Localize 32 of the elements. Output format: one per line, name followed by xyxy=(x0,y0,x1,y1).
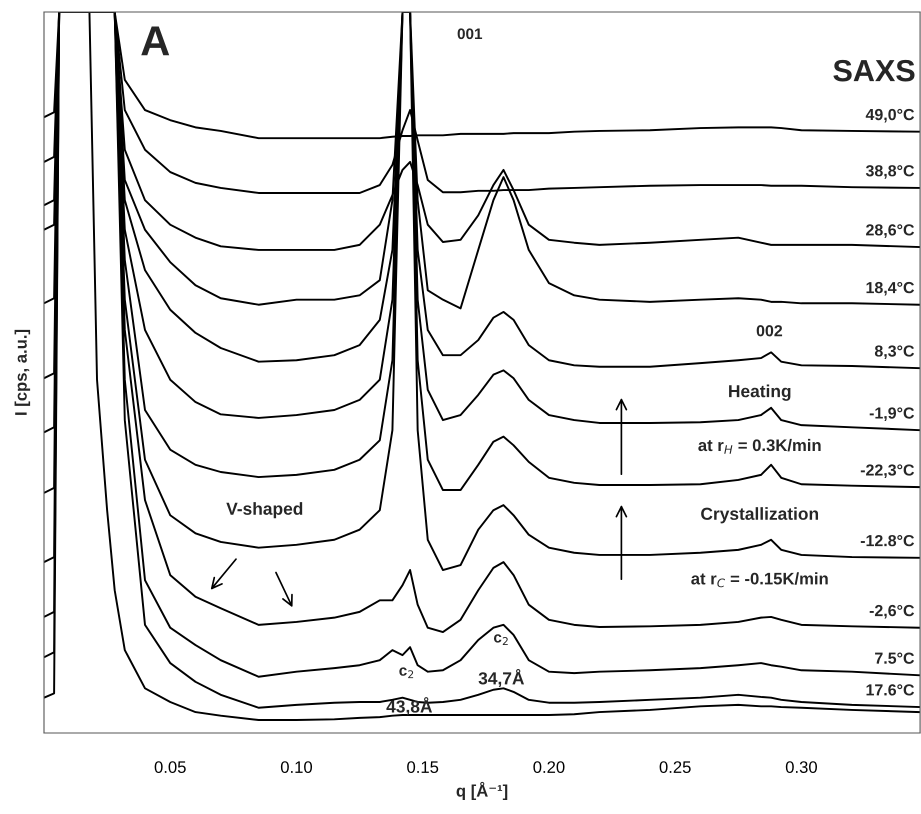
x-tick-label: 0.15 xyxy=(407,761,438,774)
annotation: c$_{2}$ xyxy=(399,667,414,678)
annotation: A xyxy=(141,26,170,56)
annotation: SAXS xyxy=(833,60,914,82)
series-label: 38,8°C xyxy=(866,165,914,179)
series-label: -12.8°C xyxy=(860,534,914,546)
series-label: -1,9°C xyxy=(870,407,914,422)
annotation: at r$_{H}$ = 0.3K/min xyxy=(698,438,821,454)
annotation: 002 xyxy=(756,325,782,336)
annotation: 001 xyxy=(458,28,482,40)
series-label: -2,6°C xyxy=(870,604,914,619)
series-label: 7.5°C xyxy=(875,652,914,664)
series-label: 18,4°C xyxy=(866,282,914,296)
x-axis-title: q [Å⁻¹] xyxy=(456,782,508,800)
series-label: 49,0°C xyxy=(866,108,914,123)
x-tick-label: 0.20 xyxy=(533,761,565,774)
x-tick-label: 0.05 xyxy=(154,761,186,774)
x-tick-label: 0.25 xyxy=(660,761,691,774)
annotation: Crystallization xyxy=(701,507,818,524)
annotation: V-shaped xyxy=(226,502,302,518)
annotation: Heating xyxy=(729,384,790,401)
annotation: 43,8Å xyxy=(386,697,432,716)
series-label: 17.6°C xyxy=(866,684,914,696)
annotation: 34,7Å xyxy=(478,669,524,688)
y-axis-title: I [cps, a.u.] xyxy=(14,330,30,415)
series-label: -22,3°C xyxy=(860,464,914,478)
annotation: at r$_{C}$ = -0.15K/min xyxy=(691,572,828,588)
x-tick-label: 0.10 xyxy=(280,761,312,774)
series-label: 8,3°C xyxy=(874,345,914,359)
annotation: c$_{2}$ xyxy=(494,634,508,645)
series-label: 28,6°C xyxy=(866,224,914,238)
x-tick-label: 0.30 xyxy=(786,761,817,774)
